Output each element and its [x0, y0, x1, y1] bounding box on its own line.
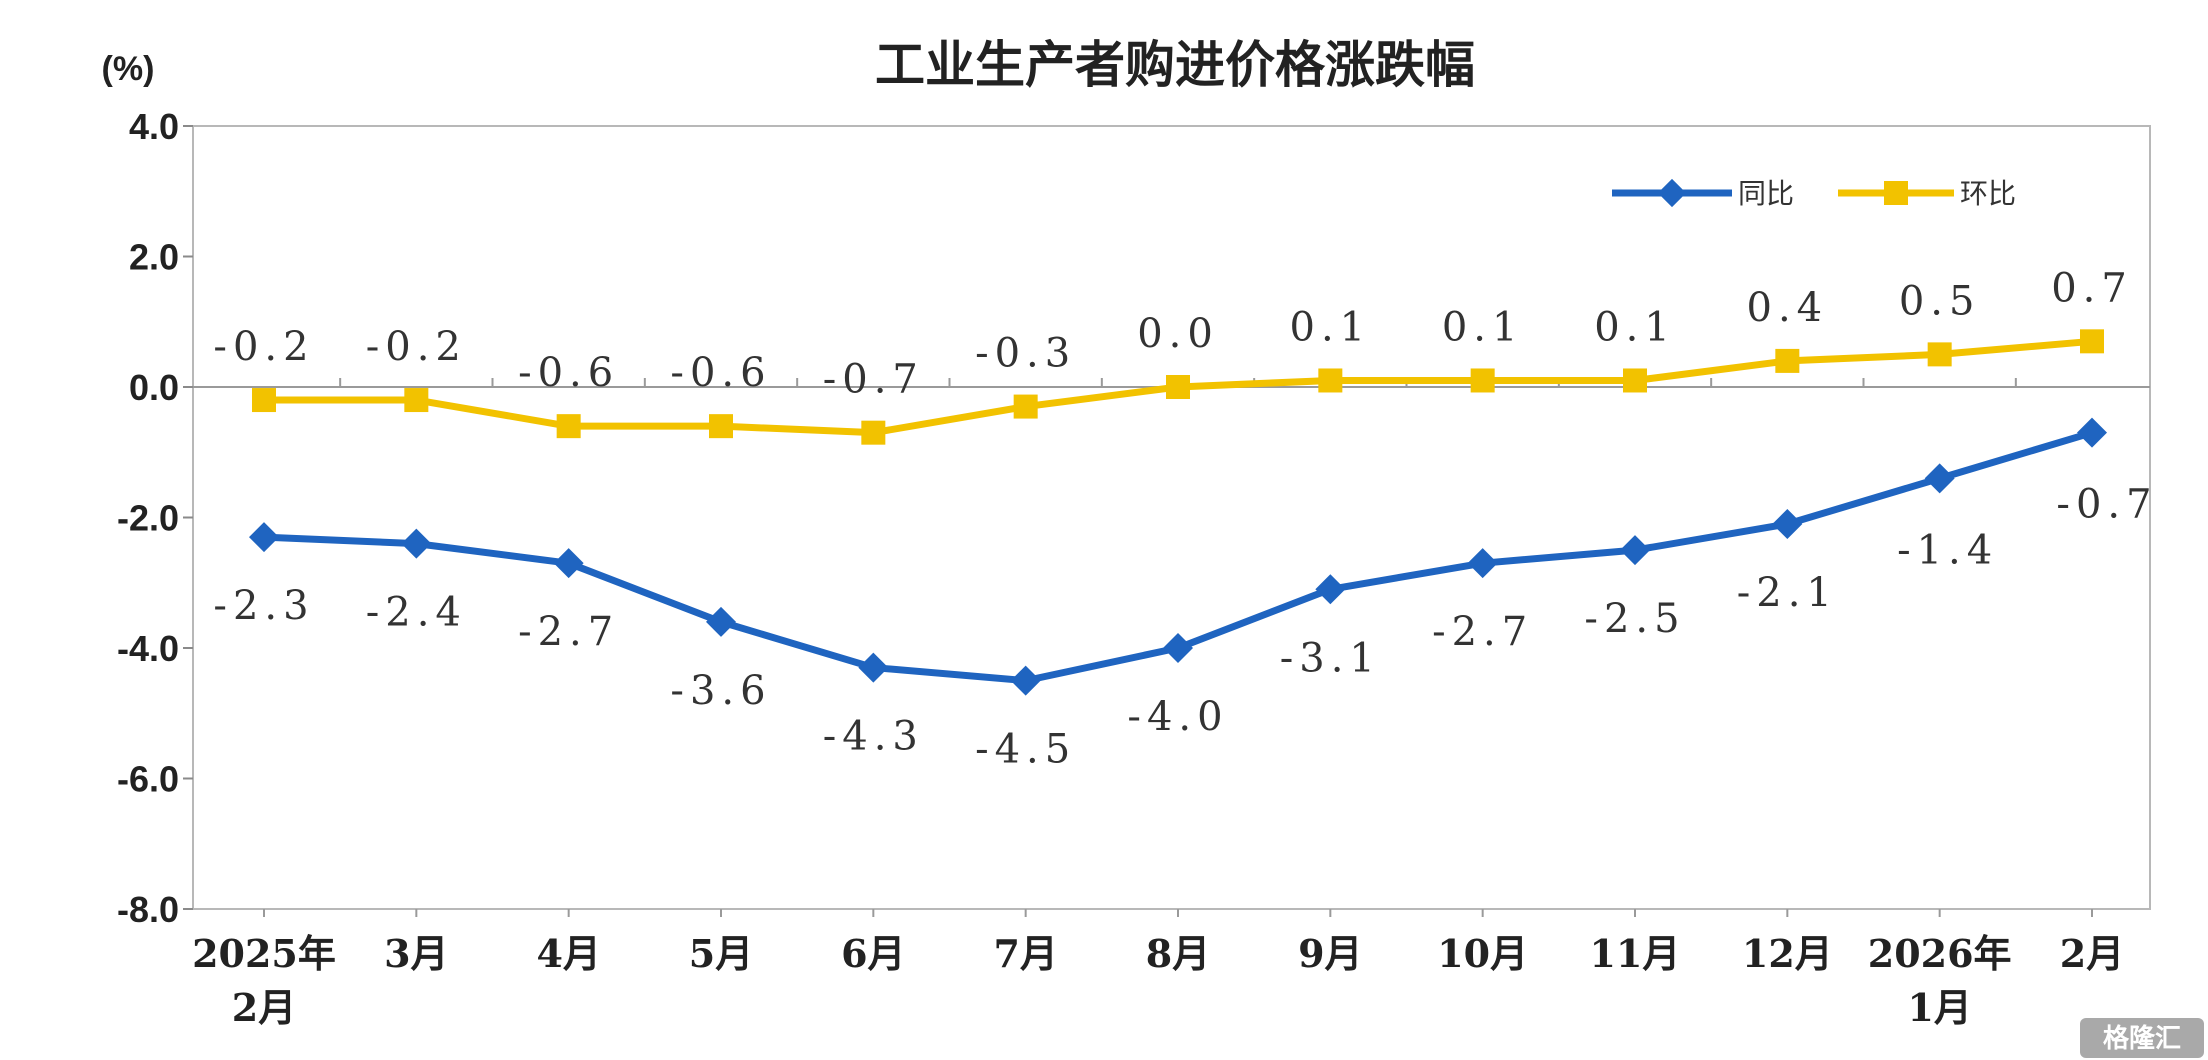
y-tick-label: 0.0 — [129, 367, 179, 408]
data-label-yoy: -2.7 — [1432, 609, 1533, 655]
y-tick-label: -2.0 — [117, 498, 179, 539]
data-point-yoy — [706, 606, 736, 637]
data-point-mom — [404, 388, 429, 413]
data-point-yoy — [249, 522, 279, 553]
data-point-yoy — [553, 548, 584, 579]
data-label-yoy: -4.5 — [975, 727, 1076, 773]
y-tick-label: -6.0 — [117, 759, 179, 800]
x-tick-label: 1月 — [1907, 985, 1971, 1030]
data-label-yoy: -4.3 — [823, 714, 924, 760]
data-point-yoy — [1467, 548, 1498, 579]
y-tick-label: -8.0 — [117, 889, 179, 930]
x-tick-label: 10月 — [1437, 931, 1528, 976]
data-label-mom: 0.5 — [1899, 278, 1981, 324]
data-label-mom: -0.6 — [518, 350, 619, 396]
data-label-mom: 0.4 — [1747, 285, 1829, 331]
x-tick-label: 11月 — [1590, 931, 1681, 976]
data-label-mom: -0.2 — [213, 324, 314, 370]
data-point-mom — [1318, 368, 1343, 393]
data-label-yoy: -2.7 — [518, 609, 619, 655]
data-label-yoy: -3.1 — [1280, 635, 1381, 681]
data-label-mom: 0.1 — [1290, 304, 1372, 350]
data-label-mom: 0.1 — [1442, 304, 1524, 350]
x-tick-label: 4月 — [536, 931, 600, 976]
data-label-yoy: -2.4 — [366, 590, 467, 636]
legend: 同比 环比 — [1612, 177, 2016, 210]
series-layer — [249, 329, 2107, 696]
x-tick-label: 2月 — [2060, 931, 2124, 976]
data-label-mom: -0.3 — [975, 331, 1076, 377]
data-point-yoy — [1772, 509, 1803, 540]
data-point-mom — [1775, 348, 1800, 373]
data-label-mom: -0.6 — [670, 350, 771, 396]
x-tick-label: 2月 — [232, 985, 296, 1030]
data-point-mom — [1013, 394, 1038, 419]
legend-item-yoy: 同比 — [1612, 177, 1794, 210]
watermark-text: 格隆汇 — [2103, 1023, 2181, 1054]
data-label-yoy: -2.5 — [1584, 596, 1685, 642]
data-point-mom — [1470, 368, 1495, 393]
y-tick-label: 4.0 — [129, 106, 179, 147]
data-point-mom — [2080, 329, 2104, 354]
data-labels: -2.3 -2.4 -2.7 -3.6 -4.3 -4.5 -4.0 -3.1 -2.7 -2.5… — [213, 265, 2157, 773]
data-point-yoy — [1620, 535, 1650, 566]
x-tick-label: 8月 — [1146, 931, 1210, 976]
y-axis-ticks: 4.0 2.0 0.0 -2.0 -4.0 -6.0 -8.0 — [117, 106, 193, 930]
y-tick-label: -4.0 — [117, 628, 179, 669]
data-point-mom — [1623, 368, 1647, 393]
data-label-yoy: -2.3 — [213, 583, 314, 629]
data-point-yoy — [1010, 665, 1041, 696]
data-label-yoy: -0.7 — [2056, 482, 2157, 528]
y-axis-unit: (%) — [102, 50, 155, 88]
data-point-mom — [1166, 375, 1190, 399]
x-axis-ticks: 2025年 2月 3月 4月 5月 6月 7月 8月 9月 10月 11月 12月 2026年 1月 2月 — [192, 909, 2124, 1030]
legend-marker-yoy — [1657, 178, 1687, 208]
data-label-mom: 0.0 — [1137, 311, 1219, 357]
y-tick-label: 2.0 — [129, 237, 179, 278]
data-point-mom — [709, 414, 733, 439]
legend-label-yoy: 同比 — [1738, 177, 1794, 210]
x-tick-label: 2025年 — [192, 931, 336, 976]
data-point-yoy — [2077, 417, 2107, 448]
data-point-yoy — [858, 652, 889, 683]
x-tick-label: 7月 — [993, 931, 1057, 976]
watermark-badge — [2080, 1018, 2204, 1058]
x-tick-label: 6月 — [841, 931, 905, 976]
x-tick-label: 9月 — [1298, 931, 1362, 976]
x-tick-label: 3月 — [384, 931, 448, 976]
x-tick-label: 12月 — [1742, 931, 1833, 976]
watermark: 格隆汇 — [2080, 1018, 2204, 1058]
data-point-mom — [861, 420, 886, 445]
x-tick-label: 2026年 — [1868, 931, 2012, 976]
data-label-mom: -0.2 — [366, 324, 467, 370]
legend-marker-mom — [1884, 181, 1908, 205]
data-point-mom — [252, 388, 276, 413]
data-label-yoy: -4.0 — [1127, 694, 1228, 740]
data-label-yoy: -2.1 — [1737, 570, 1838, 616]
data-label-yoy: -3.6 — [670, 668, 771, 714]
data-point-yoy — [1315, 574, 1346, 605]
data-point-mom — [556, 414, 581, 439]
legend-item-mom: 环比 — [1838, 177, 2016, 210]
x-tick-label: 5月 — [689, 931, 753, 976]
data-point-yoy — [1163, 633, 1193, 663]
data-label-yoy: -1.4 — [1897, 527, 1998, 573]
chart-title: 工业生产者购进价格涨跌幅 — [875, 36, 1475, 94]
data-label-mom: 0.1 — [1594, 304, 1676, 350]
data-label-mom: -0.7 — [823, 357, 924, 403]
legend-label-mom: 环比 — [1960, 177, 2016, 210]
data-point-yoy — [401, 528, 432, 559]
data-point-mom — [1927, 342, 1952, 367]
plot-area-frame — [192, 125, 2151, 910]
data-label-mom: 0.7 — [2051, 265, 2133, 311]
data-point-yoy — [1924, 463, 1955, 494]
